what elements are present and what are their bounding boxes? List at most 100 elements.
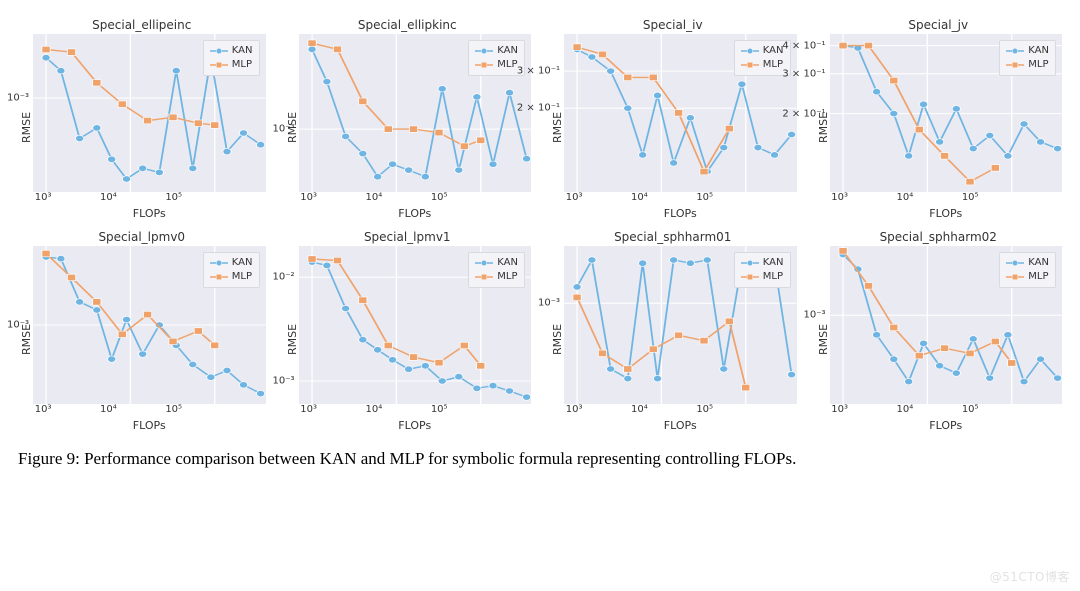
legend-item: KAN xyxy=(1006,44,1049,58)
xlabel: FLOPs xyxy=(564,419,797,432)
ytick-label: 10⁻² xyxy=(272,272,294,283)
xtick-label: 10⁵ xyxy=(431,192,448,203)
plot-area: KAN MLP xyxy=(33,246,266,404)
chart-grid: Special_ellipeinc RMSE 10⁻³ KAN MLP 10³1… xyxy=(18,18,1062,432)
xlabel: FLOPs xyxy=(830,207,1063,220)
panel-title: Special_ellipkinc xyxy=(284,18,532,32)
legend-item: KAN xyxy=(475,256,518,270)
legend-label: MLP xyxy=(1028,270,1048,284)
xtick-label: 10³ xyxy=(831,192,848,203)
xtick-label: 10⁵ xyxy=(165,404,182,415)
yticks: 10⁻³ xyxy=(520,246,562,432)
xtick-label: 10⁴ xyxy=(631,192,648,203)
chart-panel: Special_sphharm01 RMSE 10⁻³ KAN MLP 10³1… xyxy=(549,230,797,432)
xtick-label: 10³ xyxy=(300,404,317,415)
panel-title: Special_ellipeinc xyxy=(18,18,266,32)
yticks: 10⁻³ xyxy=(255,34,297,220)
xtick-label: 10⁴ xyxy=(366,404,383,415)
xlabel: FLOPs xyxy=(830,419,1063,432)
yticks: 10⁻³ xyxy=(786,246,828,432)
legend: KAN MLP xyxy=(203,252,260,288)
watermark: @51CTO博客 xyxy=(990,568,1070,585)
plot-area: KAN MLP xyxy=(299,34,532,192)
panel-title: Special_iv xyxy=(549,18,797,32)
xlabel: FLOPs xyxy=(299,419,532,432)
chart-panel: Special_iv RMSE 2 × 10⁻¹3 × 10⁻¹ KAN MLP… xyxy=(549,18,797,220)
xtick-label: 10³ xyxy=(35,192,52,203)
xtick-label: 10⁴ xyxy=(366,192,383,203)
xtick-label: 10⁴ xyxy=(100,404,117,415)
legend-item: KAN xyxy=(741,256,784,270)
xtick-label: 10⁵ xyxy=(165,192,182,203)
xtick-label: 10⁴ xyxy=(631,404,648,415)
chart-panel: Special_sphharm02 RMSE 10⁻³ KAN MLP 10³1… xyxy=(815,230,1063,432)
legend-label: MLP xyxy=(1028,58,1048,72)
legend: KAN MLP xyxy=(999,40,1056,76)
plot-area: KAN MLP xyxy=(33,34,266,192)
panel-title: Special_sphharm02 xyxy=(815,230,1063,244)
legend-label: KAN xyxy=(763,256,784,270)
ytick-label: 10⁻³ xyxy=(272,124,294,135)
chart-panel: Special_ellipeinc RMSE 10⁻³ KAN MLP 10³1… xyxy=(18,18,266,220)
plot-area: KAN MLP xyxy=(564,246,797,404)
ytick-label: 10⁻³ xyxy=(7,93,29,104)
xtick-label: 10⁵ xyxy=(431,404,448,415)
yticks: 10⁻³ 10⁻² xyxy=(255,246,297,432)
ytick-label: 4 × 10⁻¹ xyxy=(782,40,825,51)
legend-item: KAN xyxy=(475,44,518,58)
chart-panel: Special_jv RMSE 2 × 10⁻¹3 × 10⁻¹4 × 10⁻¹… xyxy=(815,18,1063,220)
xlabel: FLOPs xyxy=(33,207,266,220)
panel-title: Special_lpmv1 xyxy=(284,230,532,244)
ytick-label: 3 × 10⁻¹ xyxy=(782,68,825,79)
plot-area: KAN MLP xyxy=(299,246,532,404)
legend-label: KAN xyxy=(497,256,518,270)
legend-item: MLP xyxy=(475,270,518,284)
legend-item: MLP xyxy=(741,270,784,284)
panel-title: Special_jv xyxy=(815,18,1063,32)
legend-label: KAN xyxy=(1028,44,1049,58)
chart-panel: Special_ellipkinc RMSE 10⁻³ KAN MLP 10³1… xyxy=(284,18,532,220)
xtick-label: 10⁵ xyxy=(696,192,713,203)
legend-label: KAN xyxy=(232,256,253,270)
legend-item: KAN xyxy=(741,44,784,58)
xtick-label: 10³ xyxy=(566,192,583,203)
ytick-label: 2 × 10⁻¹ xyxy=(517,103,560,114)
xtick-label: 10⁴ xyxy=(100,192,117,203)
xtick-label: 10⁵ xyxy=(962,404,979,415)
chart-panel: Special_lpmv0 RMSE 10⁻³ KAN MLP 10³10⁴10… xyxy=(18,230,266,432)
ytick-label: 10⁻³ xyxy=(538,298,560,309)
legend: KAN MLP xyxy=(999,252,1056,288)
legend-label: MLP xyxy=(763,58,783,72)
xlabel: FLOPs xyxy=(564,207,797,220)
xticks: 10³10⁴10⁵ xyxy=(830,192,1063,206)
legend: KAN MLP xyxy=(734,252,791,288)
ytick-label: 10⁻³ xyxy=(803,310,825,321)
xtick-label: 10³ xyxy=(566,404,583,415)
legend-label: MLP xyxy=(497,270,517,284)
legend-item: MLP xyxy=(1006,58,1049,72)
ytick-label: 10⁻³ xyxy=(7,320,29,331)
plot-area: KAN MLP xyxy=(830,34,1063,192)
xticks: 10³ 10⁴ 10⁵ xyxy=(33,192,266,206)
legend-item: MLP xyxy=(741,58,784,72)
panel-title: Special_sphharm01 xyxy=(549,230,797,244)
xtick-label: 10⁴ xyxy=(897,404,914,415)
legend-label: MLP xyxy=(232,270,252,284)
legend-label: KAN xyxy=(497,44,518,58)
legend-label: KAN xyxy=(232,44,253,58)
legend-label: MLP xyxy=(232,58,252,72)
legend-label: KAN xyxy=(1028,256,1049,270)
legend-label: MLP xyxy=(497,58,517,72)
legend-item: KAN xyxy=(210,44,253,58)
legend-item: MLP xyxy=(475,58,518,72)
plot-area: KAN MLP xyxy=(564,34,797,192)
legend-item: KAN xyxy=(1006,256,1049,270)
ytick-label: 10⁻³ xyxy=(272,375,294,386)
xlabel: FLOPs xyxy=(299,207,532,220)
legend-item: MLP xyxy=(1006,270,1049,284)
legend: KAN MLP xyxy=(203,40,260,76)
xtick-label: 10⁵ xyxy=(962,192,979,203)
xlabel: FLOPs xyxy=(33,419,266,432)
ytick-label: 2 × 10⁻¹ xyxy=(782,108,825,119)
yticks: 2 × 10⁻¹3 × 10⁻¹4 × 10⁻¹ xyxy=(786,34,828,220)
